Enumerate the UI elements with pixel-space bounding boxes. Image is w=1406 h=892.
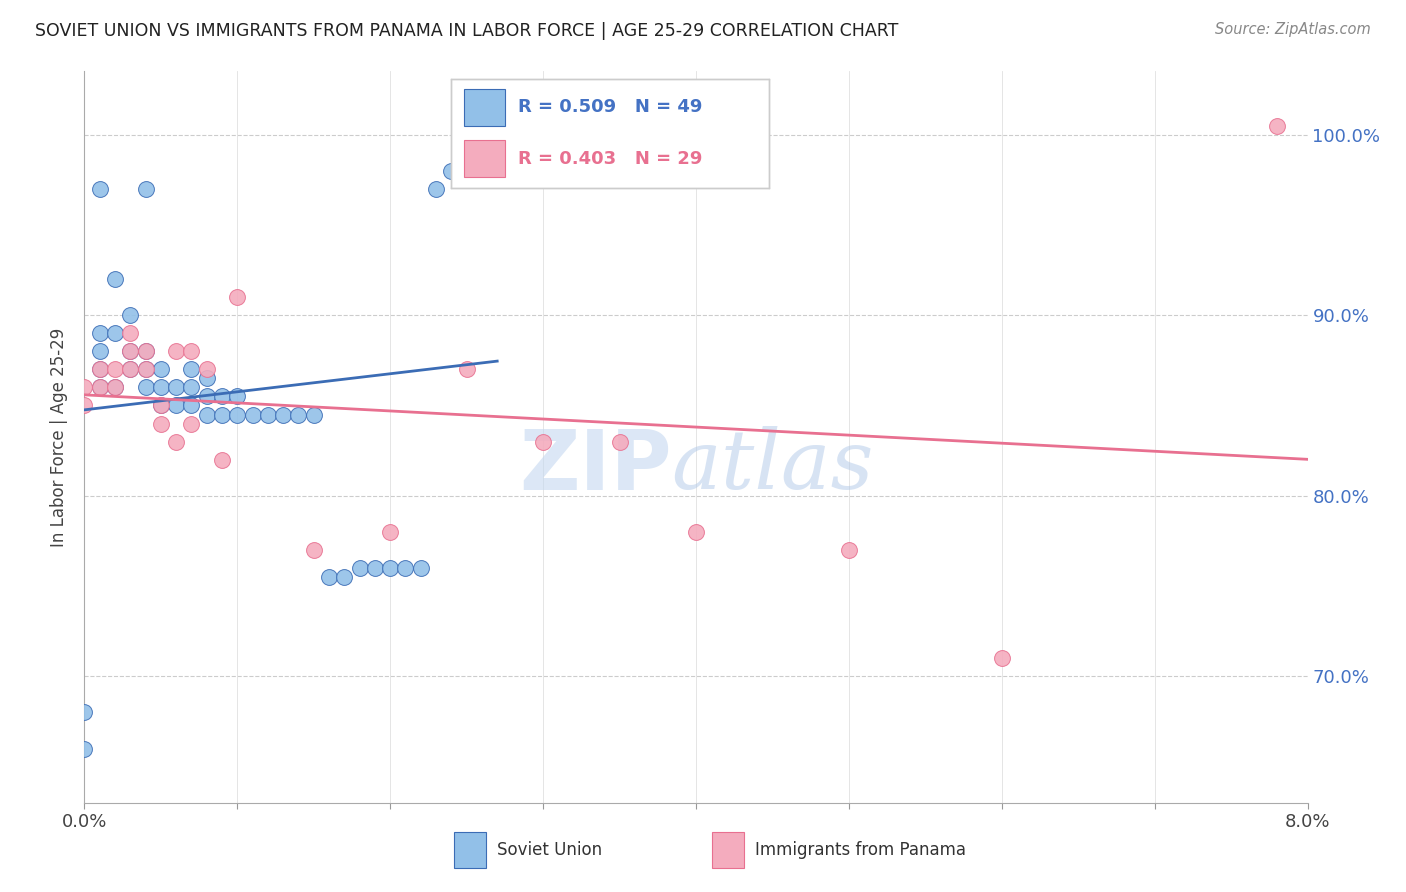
Point [456,362,478,376]
Point [149,362,172,376]
Point [380,561,402,575]
Point [120,308,142,322]
Point [89,380,111,394]
Point [333,570,356,584]
Point [73,399,96,413]
Point [149,417,172,431]
Y-axis label: In Labor Force | Age 25-29: In Labor Force | Age 25-29 [51,327,69,547]
Point [609,434,631,449]
Point [120,326,142,341]
Point [195,389,218,403]
Point [120,344,142,359]
Point [226,389,249,403]
Point [104,380,127,394]
Point [180,399,202,413]
Point [242,408,264,422]
Point [89,326,111,341]
Point [195,362,218,376]
Point [165,344,187,359]
Point [180,380,202,394]
Point [73,741,96,756]
Point [165,380,187,394]
Point [302,408,325,422]
Point [180,417,202,431]
Point [135,380,157,394]
Point [89,362,111,376]
Point [135,362,157,376]
Point [456,145,478,160]
Point [440,163,463,178]
Point [349,561,371,575]
Point [149,399,172,413]
Point [318,570,340,584]
Point [394,561,416,575]
Point [149,399,172,413]
Text: Source: ZipAtlas.com: Source: ZipAtlas.com [1215,22,1371,37]
Point [165,434,187,449]
Point [380,524,402,539]
Point [73,706,96,720]
Point [180,362,202,376]
Point [195,408,218,422]
Point [226,290,249,304]
Point [165,399,187,413]
Point [89,344,111,359]
Text: atlas: atlas [672,426,875,507]
Point [195,371,218,385]
Point [211,452,233,467]
Point [120,362,142,376]
Point [104,362,127,376]
Point [120,344,142,359]
Point [180,344,202,359]
Point [257,408,280,422]
Point [73,380,96,394]
Point [1265,119,1288,133]
Point [135,362,157,376]
Point [685,524,707,539]
Point [211,389,233,403]
Text: ZIP: ZIP [519,425,672,507]
Point [211,408,233,422]
Point [226,408,249,422]
Point [104,326,127,341]
Point [364,561,387,575]
Point [135,344,157,359]
Point [271,408,294,422]
Point [89,362,111,376]
Point [486,145,509,160]
Point [104,380,127,394]
Point [471,145,494,160]
Point [838,543,860,558]
Point [149,380,172,394]
Point [135,182,157,196]
Point [425,182,447,196]
Point [531,434,554,449]
Point [135,344,157,359]
Point [287,408,309,422]
Point [409,561,432,575]
Point [89,182,111,196]
Text: SOVIET UNION VS IMMIGRANTS FROM PANAMA IN LABOR FORCE | AGE 25-29 CORRELATION CH: SOVIET UNION VS IMMIGRANTS FROM PANAMA I… [35,22,898,40]
Point [302,543,325,558]
Point [120,362,142,376]
Point [89,380,111,394]
Point [991,651,1014,665]
Point [104,272,127,286]
